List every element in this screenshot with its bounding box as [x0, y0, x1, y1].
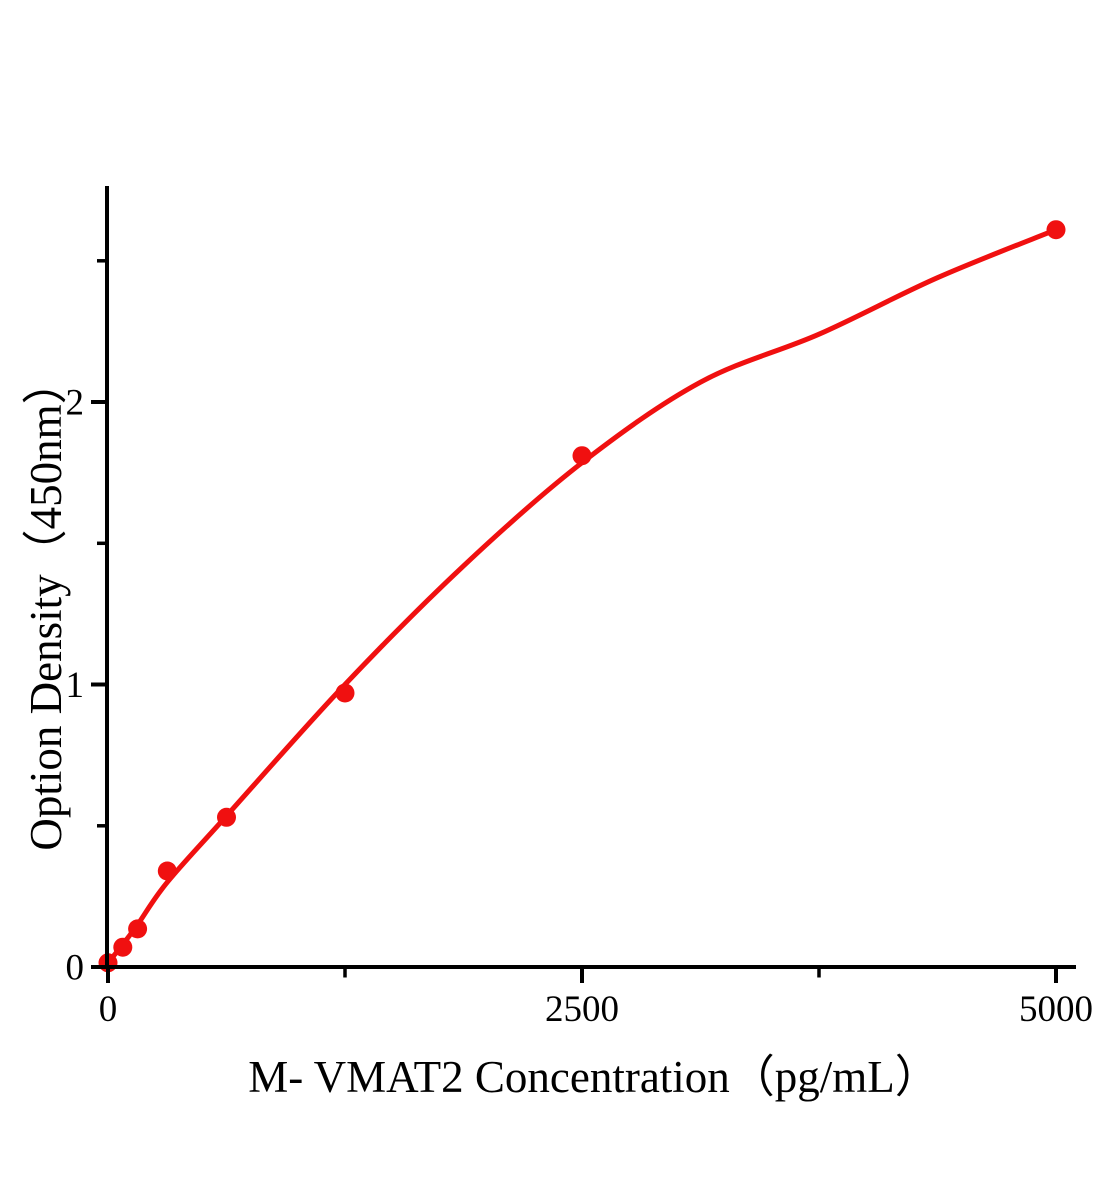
- data-point-marker: [113, 937, 133, 957]
- x-axis-tick-label: 5000: [1019, 989, 1093, 1030]
- x-axis-title: M- VMAT2 Concentration（pg/mL）: [248, 1052, 940, 1102]
- y-axis-tick-label: 2: [66, 383, 85, 424]
- data-point-marker: [217, 807, 236, 827]
- x-axis-tick-label: 2500: [545, 989, 619, 1030]
- data-point-marker: [335, 683, 355, 703]
- data-point-marker: [1046, 220, 1066, 240]
- y-axis-title: Option Density（450nm）: [21, 359, 71, 851]
- y-axis-tick-label: 0: [66, 948, 85, 989]
- x-axis-tick-label: 0: [99, 989, 118, 1030]
- fit-curve-line: [105, 227, 1059, 966]
- data-point-marker: [128, 919, 148, 939]
- data-point-marker: [572, 446, 592, 466]
- y-axis-tick-label: 1: [66, 665, 85, 706]
- data-point-marker: [157, 861, 177, 881]
